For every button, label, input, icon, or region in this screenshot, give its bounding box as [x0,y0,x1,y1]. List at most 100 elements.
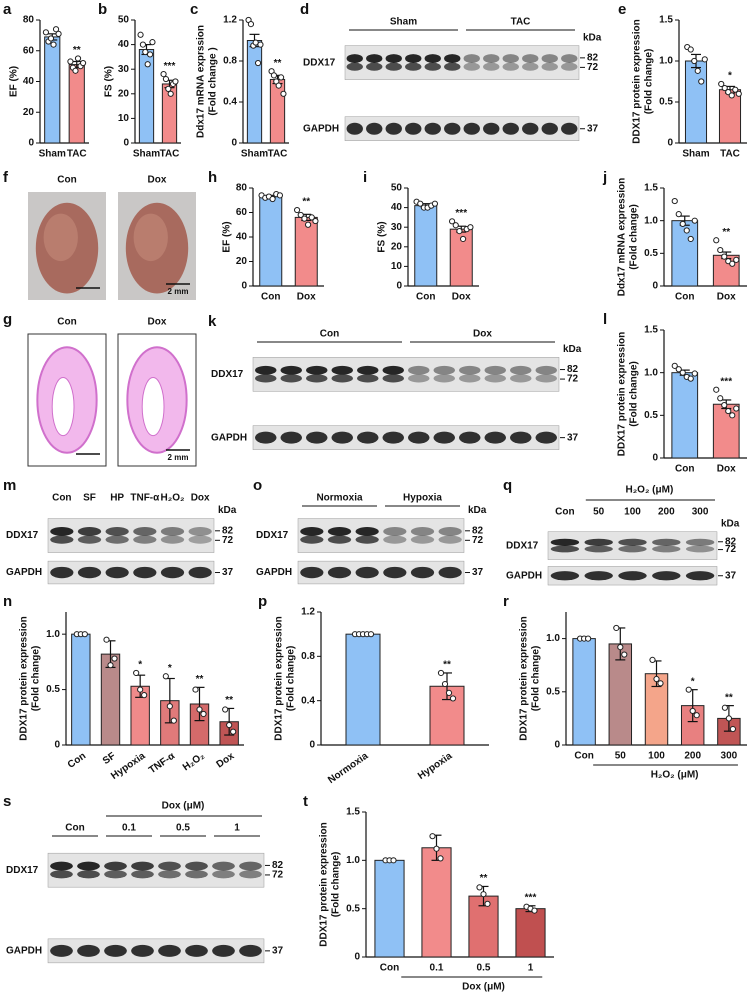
significance-label: ** [302,197,310,208]
data-point [47,35,55,42]
significance-label: * [728,71,732,82]
protein-band [104,870,127,879]
protein-band [382,431,404,444]
y-tick-label: 0 [54,740,60,751]
significance-label: *** [455,208,467,219]
protein-band [444,54,461,63]
data-point [160,71,167,78]
y-tick-label: 0 [309,740,315,751]
protein-band [550,538,580,546]
lane-label: 1 [234,823,240,834]
panel-letter: a [3,1,12,18]
y-tick-label: 20 [23,107,35,118]
protein-band [300,527,324,536]
protein-band [444,122,461,135]
protein-band [408,365,430,375]
protein-band [405,122,422,135]
image-caption: Dox [148,317,167,328]
protein-band [385,62,402,71]
protein-band [133,527,157,536]
row-label: DDX17 [211,369,244,380]
data-point [55,30,62,37]
x-tick-label: Con [675,464,694,475]
significance-label: * [168,663,172,674]
panel-letter: s [3,793,11,810]
x-tick-label: 0.5 [477,963,491,974]
protein-band [50,944,73,957]
protein-band [239,870,262,879]
data-point [728,92,735,99]
protein-band [357,431,379,444]
data-point [531,907,538,914]
marker-label: 72 [567,374,579,385]
significance-label: *** [525,892,537,903]
y-tick-label: 40 [236,232,248,243]
protein-band [160,527,185,536]
data-point [725,407,732,415]
data-point [437,855,444,862]
data-point [196,706,203,713]
protein-band [104,861,127,871]
y-tick-label: 0 [667,138,673,149]
protein-band [484,431,506,444]
data-point [679,369,686,376]
panel-letter: l [603,311,607,328]
data-point [431,200,439,207]
y-tick-label: 0.4 [223,97,237,108]
data-point [698,78,705,85]
data-point [721,401,728,409]
data-point [280,90,287,97]
x-tick-label: TNF-α [147,750,178,776]
row-label: GAPDH [6,567,42,578]
bar [44,36,61,144]
y-tick-label: 0.5 [346,903,360,914]
protein-band [239,861,262,871]
heart-shade [43,213,78,262]
protein-band [300,535,324,544]
significance-label: *** [164,61,176,72]
x-tick-label: H₂O₂ [181,751,207,774]
protein-band [131,944,154,957]
protein-band [185,944,208,957]
y-tick-label: 1.5 [644,325,658,336]
blot-strip [344,45,580,80]
data-point [717,246,724,254]
marker-label: 37 [472,567,484,578]
y-tick-label: 0 [554,740,560,751]
lane-label: 300 [692,507,709,518]
protein-band [50,870,73,879]
y-tick-label: 0.5 [644,410,658,421]
data-point [693,712,700,719]
protein-band [355,535,379,544]
y-tick-label: 1.0 [644,367,658,378]
y-axis-label: (Fold change) [629,361,640,427]
marker-label: 37 [587,123,599,134]
data-point [687,46,694,53]
x-tick-label: Con [380,963,399,974]
protein-band [158,861,181,871]
data-point [137,686,144,693]
image-caption: Dox [148,175,167,186]
protein-band [188,527,212,536]
protein-band [584,571,613,581]
protein-band [383,566,407,579]
data-point [467,224,474,231]
y-tick-label: 0.5 [546,686,560,697]
protein-band [255,365,277,375]
y-axis-label: DDX17 protein expression [19,616,30,740]
y-tick-label: 0 [652,453,658,464]
unit-label: kDa [583,32,602,43]
protein-band [685,571,715,581]
data-point [67,58,74,65]
lane-label: Con [65,823,84,834]
protein-band [280,374,302,383]
data-point [79,59,87,67]
marker-label: 82 [272,860,284,871]
protein-band [385,54,402,63]
data-point [230,728,237,735]
protein-band [459,374,481,383]
protein-band [522,122,539,135]
data-point [621,651,628,658]
panel-letter: b [98,1,107,18]
bar [294,216,318,287]
